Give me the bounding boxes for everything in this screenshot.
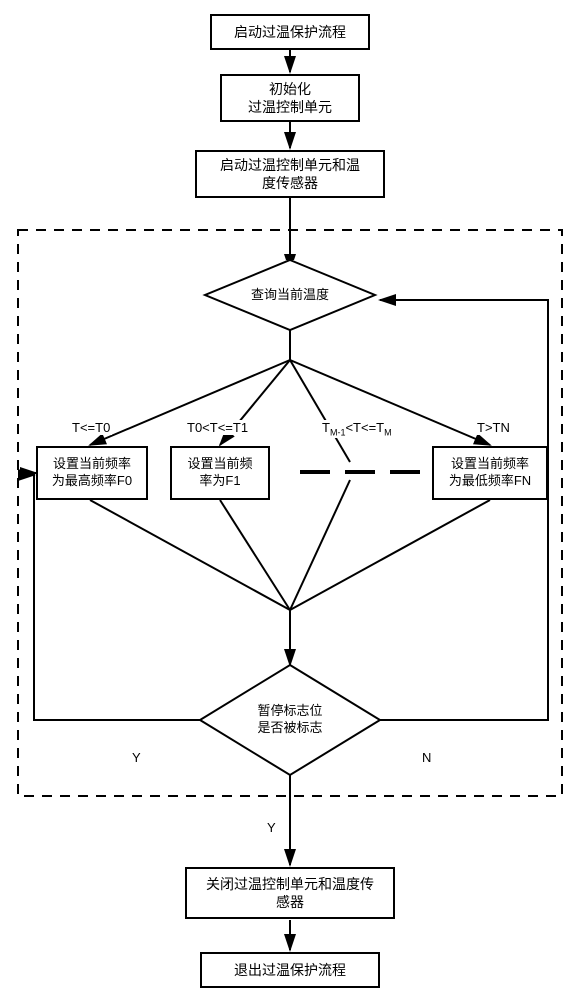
init-text: 初始化 过温控制单元 [248,80,332,116]
set-f1-box: 设置当前频 率为F1 [170,446,270,500]
exit-text: 退出过温保护流程 [234,961,346,979]
query-diamond: 查询当前温度 [220,260,360,330]
set-fn-text: 设置当前频率 为最低频率FN [449,456,531,490]
cond-tm-label: TM-1<T<=TM [320,420,394,438]
activate-box: 启动过温控制单元和温 度传感器 [195,150,385,198]
set-f1-text: 设置当前频 率为F1 [187,456,252,490]
set-f0-box: 设置当前频率 为最高频率F0 [36,446,148,500]
query-text: 查询当前温度 [251,287,329,304]
no-label: N [420,750,433,765]
yes-label: Y [130,750,143,765]
pause-text: 暂停标志位 是否被标志 [257,703,322,737]
set-fn-box: 设置当前频率 为最低频率FN [432,446,548,500]
start-box: 启动过温保护流程 [210,14,370,50]
shutdown-text: 关闭过温控制单元和温度传 感器 [206,875,374,911]
exit-box: 退出过温保护流程 [200,952,380,988]
init-box: 初始化 过温控制单元 [220,74,360,122]
cond-tn-label: T>TN [475,420,512,435]
shutdown-box: 关闭过温控制单元和温度传 感器 [185,867,395,919]
yes2-label: Y [265,820,278,835]
pause-diamond: 暂停标志位 是否被标志 [205,665,375,775]
cond-t1-label: T0<T<=T1 [185,420,250,435]
start-text: 启动过温保护流程 [234,23,346,41]
set-f0-text: 设置当前频率 为最高频率F0 [52,456,132,490]
activate-text: 启动过温控制单元和温 度传感器 [220,156,360,192]
cond-t0-label: T<=T0 [70,420,112,435]
